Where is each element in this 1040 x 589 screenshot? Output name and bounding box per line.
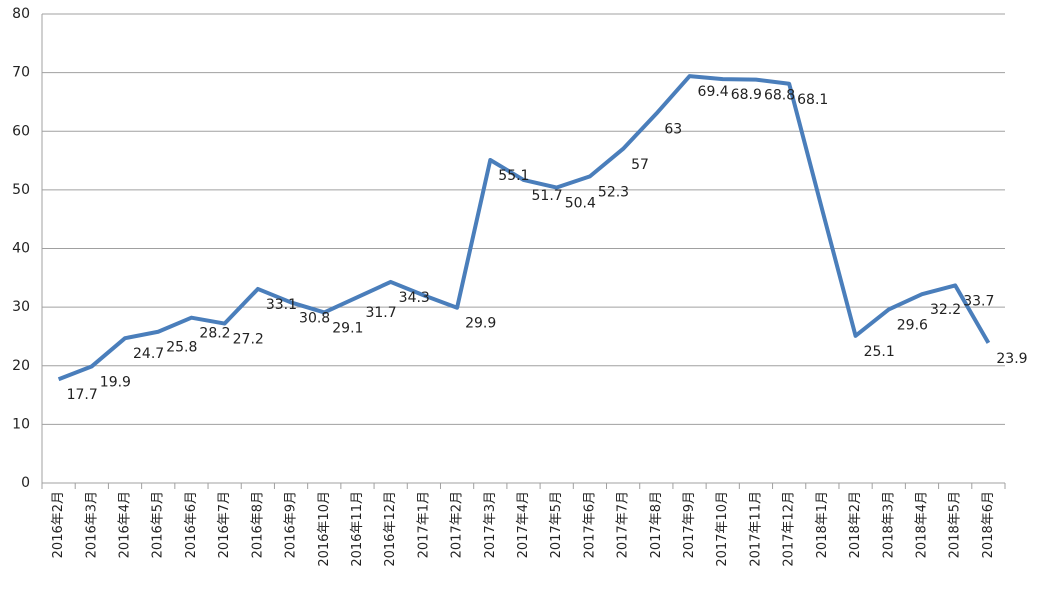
x-tick-label: 2017年9月 [682,491,697,558]
x-tick-label: 2017年5月 [549,491,564,558]
y-tick-label: 80 [12,6,30,22]
x-tick-label: 2016年10月 [317,491,332,567]
y-tick-label: 10 [12,416,30,432]
y-tick-label: 50 [12,182,30,198]
y-tick-label: 30 [12,299,30,315]
x-tick-label: 2017年2月 [450,491,465,558]
x-tick-label: 2016年11月 [350,491,365,567]
data-label: 19.9 [100,374,131,390]
x-tick-label: 2017年8月 [649,491,664,558]
data-label: 34.3 [399,290,430,306]
x-tick-label: 2017年6月 [582,491,597,558]
y-tick-label: 20 [12,358,30,374]
x-tick-label: 2018年6月 [981,491,996,558]
y-tick-label: 60 [12,123,30,139]
data-label: 51.7 [532,188,563,204]
x-tick-label: 2017年11月 [748,491,763,567]
x-tick-label: 2017年12月 [782,491,797,567]
x-tick-label: 2017年3月 [483,491,498,558]
data-label: 69.4 [698,84,729,100]
data-label: 68.1 [797,92,828,108]
data-label: 29.6 [897,317,928,333]
x-tick-label: 2016年8月 [250,491,265,558]
y-tick-label: 0 [21,475,30,491]
data-label: 31.7 [365,305,396,321]
x-tick-label: 2017年1月 [416,491,431,558]
data-label: 25.8 [166,340,197,356]
data-label: 33.7 [963,293,994,309]
data-label: 29.1 [332,320,363,336]
data-label: 25.1 [864,344,895,360]
x-tick-label: 2016年12月 [383,491,398,567]
data-label: 33.1 [266,297,297,313]
line-series [57,74,991,382]
data-label: 29.9 [465,316,496,332]
data-label: 27.2 [233,332,264,348]
data-label: 68.9 [731,87,762,103]
x-tick-label: 2017年10月 [715,491,730,567]
data-label: 63 [664,122,682,138]
data-label: 55.1 [498,168,529,184]
data-label: 57 [631,157,649,173]
data-label: 52.3 [598,184,629,200]
y-tick-label: 40 [12,241,30,257]
x-tick-label: 2018年2月 [848,491,863,558]
x-tick-label: 2018年4月 [914,491,929,558]
x-tick-label: 2017年7月 [616,491,631,558]
x-tick-label: 2018年5月 [948,491,963,558]
x-tick-label: 2016年2月 [51,491,66,558]
data-label: 17.7 [67,387,98,403]
x-tick-label: 2018年3月 [881,491,896,558]
x-tick-label: 2016年3月 [84,491,99,558]
data-label: 68.8 [764,88,795,104]
x-tick-label: 2018年1月 [815,491,830,558]
data-label: 23.9 [996,351,1027,367]
data-label: 32.2 [930,302,961,318]
x-tick-label: 2016年4月 [118,491,133,558]
data-label: 30.8 [299,310,330,326]
x-tick-label: 2016年5月 [151,491,166,558]
x-tick-label: 2016年6月 [184,491,199,558]
data-label: 24.7 [133,346,164,362]
y-tick-label: 70 [12,65,30,81]
x-tick-label: 2017年4月 [516,491,531,558]
x-tick-label: 2016年7月 [217,491,232,558]
x-tick-label: 2016年9月 [284,491,299,558]
data-label: 28.2 [199,326,230,342]
data-label: 50.4 [565,196,596,212]
